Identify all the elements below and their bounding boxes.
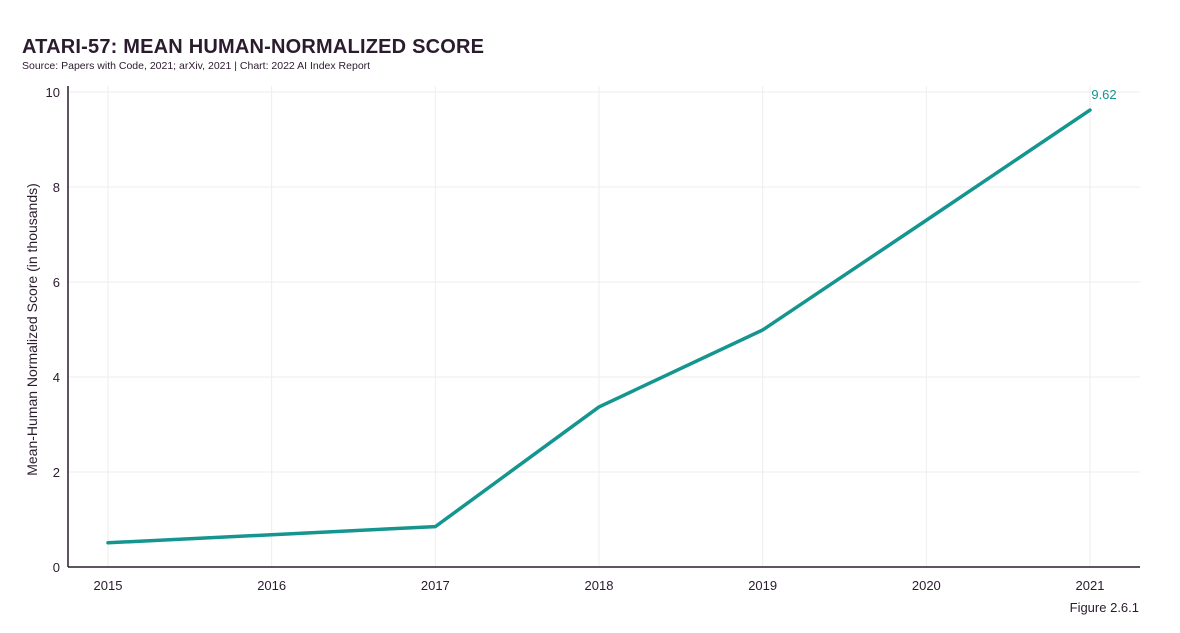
y-tick-label: 6 bbox=[53, 275, 60, 290]
figure-label: Figure 2.6.1 bbox=[1069, 600, 1139, 615]
y-tick-label: 8 bbox=[53, 180, 60, 195]
y-tick-label: 0 bbox=[53, 560, 60, 575]
x-tick-label: 2017 bbox=[421, 578, 450, 593]
y-tick-label: 2 bbox=[53, 465, 60, 480]
grid-lines bbox=[68, 86, 1140, 567]
data-label: 9.62 bbox=[1091, 87, 1116, 102]
x-tick-label: 2018 bbox=[585, 578, 614, 593]
x-tick-label: 2021 bbox=[1076, 578, 1105, 593]
y-tick-label: 4 bbox=[53, 370, 60, 385]
axes bbox=[67, 86, 1140, 568]
x-tick-label: 2020 bbox=[912, 578, 941, 593]
x-tick-label: 2019 bbox=[748, 578, 777, 593]
data-labels: 9.62 bbox=[1091, 87, 1116, 102]
y-tick-label: 10 bbox=[46, 85, 60, 100]
x-tick-label: 2016 bbox=[257, 578, 286, 593]
y-axis-label: Mean-Human Normalized Score (in thousand… bbox=[24, 183, 40, 476]
tick-labels: 0 2 4 6 8 10 2015 2016 2017 2018 2019 2020 2021 bbox=[46, 85, 1105, 593]
chart-source: Source: Papers with Code, 2021; arXiv, 2… bbox=[22, 60, 371, 72]
x-tick-label: 2015 bbox=[94, 578, 123, 593]
chart-title: ATARI-57: MEAN HUMAN-NORMALIZED SCORE bbox=[22, 36, 485, 58]
series-lines bbox=[106, 108, 1092, 545]
